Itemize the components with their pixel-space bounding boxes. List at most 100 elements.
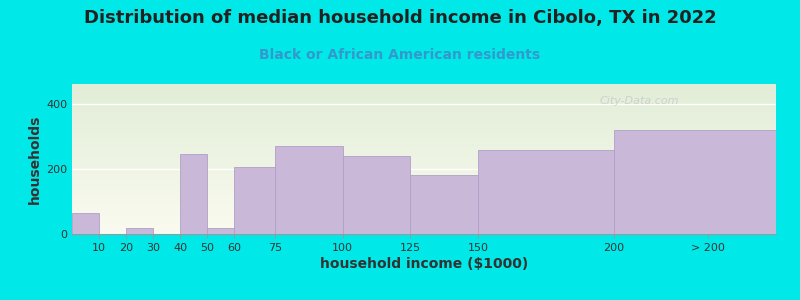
Bar xyxy=(72,90,776,92)
Bar xyxy=(72,168,776,169)
Bar xyxy=(72,99,776,100)
Bar xyxy=(72,120,776,122)
Text: Distribution of median household income in Cibolo, TX in 2022: Distribution of median household income … xyxy=(84,9,716,27)
Bar xyxy=(72,85,776,86)
Bar xyxy=(72,163,776,164)
Bar xyxy=(72,159,776,160)
Bar xyxy=(614,130,776,234)
Bar xyxy=(72,146,776,148)
Bar xyxy=(72,89,776,90)
Bar xyxy=(72,142,776,143)
Bar xyxy=(72,97,776,98)
Bar xyxy=(72,134,776,135)
Bar xyxy=(72,143,776,144)
Bar xyxy=(275,146,342,234)
Text: City-Data.com: City-Data.com xyxy=(600,96,679,106)
Bar xyxy=(72,104,776,105)
Bar xyxy=(72,191,776,193)
Bar xyxy=(72,148,776,149)
Bar xyxy=(72,202,776,203)
Bar xyxy=(72,136,776,138)
Bar xyxy=(72,93,776,94)
Bar xyxy=(72,145,776,146)
Bar xyxy=(72,130,776,131)
Bar xyxy=(72,204,776,205)
Bar xyxy=(72,174,776,175)
Bar xyxy=(72,180,776,181)
Bar xyxy=(72,218,776,219)
Bar xyxy=(72,118,776,119)
Bar xyxy=(72,165,776,166)
Bar xyxy=(72,123,776,124)
Bar xyxy=(72,108,776,109)
Bar xyxy=(72,199,776,200)
Bar xyxy=(72,100,776,101)
Bar xyxy=(72,92,776,93)
Bar xyxy=(72,158,776,159)
Bar xyxy=(72,114,776,115)
Bar xyxy=(72,155,776,157)
Bar xyxy=(72,98,776,99)
Bar xyxy=(72,176,776,178)
Bar xyxy=(72,169,776,170)
Bar xyxy=(72,188,776,189)
Bar xyxy=(72,179,776,180)
Bar xyxy=(72,214,776,215)
Text: Black or African American residents: Black or African American residents xyxy=(259,48,541,62)
Bar xyxy=(72,167,776,168)
Bar xyxy=(72,127,776,128)
Bar xyxy=(72,200,776,202)
Bar xyxy=(72,154,776,155)
Y-axis label: households: households xyxy=(28,114,42,204)
Bar xyxy=(72,160,776,161)
Bar xyxy=(72,105,776,106)
Bar xyxy=(72,113,776,114)
Bar xyxy=(72,183,776,184)
Bar xyxy=(72,184,776,185)
Bar xyxy=(72,226,776,228)
Bar xyxy=(72,233,776,234)
Bar xyxy=(72,144,776,145)
Bar xyxy=(72,115,776,116)
X-axis label: household income ($1000): household income ($1000) xyxy=(320,257,528,271)
Bar xyxy=(478,150,614,234)
Bar xyxy=(72,84,776,85)
Bar xyxy=(72,164,776,165)
Bar xyxy=(72,208,776,209)
Bar xyxy=(72,223,776,224)
Bar xyxy=(72,173,776,174)
Bar xyxy=(72,229,776,230)
Bar xyxy=(72,157,776,158)
Bar xyxy=(72,95,776,97)
Bar xyxy=(72,187,776,188)
Bar xyxy=(72,195,776,196)
Bar xyxy=(72,219,776,220)
Bar xyxy=(342,156,410,234)
Bar xyxy=(72,152,776,153)
Bar xyxy=(72,194,776,195)
Bar xyxy=(72,138,776,139)
Bar xyxy=(72,103,776,104)
Bar xyxy=(72,189,776,190)
Bar xyxy=(72,193,776,194)
Bar xyxy=(410,175,478,234)
Bar xyxy=(72,94,776,95)
Bar xyxy=(72,131,776,133)
Bar xyxy=(72,150,776,152)
Bar xyxy=(72,110,776,112)
Bar xyxy=(72,175,776,176)
Bar xyxy=(72,172,776,173)
Bar xyxy=(72,209,776,210)
Bar xyxy=(72,135,776,136)
Bar xyxy=(72,225,776,226)
Bar xyxy=(72,210,776,211)
Bar xyxy=(72,224,776,225)
Bar xyxy=(72,161,776,163)
Bar xyxy=(72,203,776,204)
Bar xyxy=(72,86,776,88)
Bar xyxy=(72,140,776,142)
Bar xyxy=(72,139,776,140)
Bar xyxy=(72,88,776,89)
Bar xyxy=(72,205,776,206)
Bar xyxy=(72,217,776,218)
